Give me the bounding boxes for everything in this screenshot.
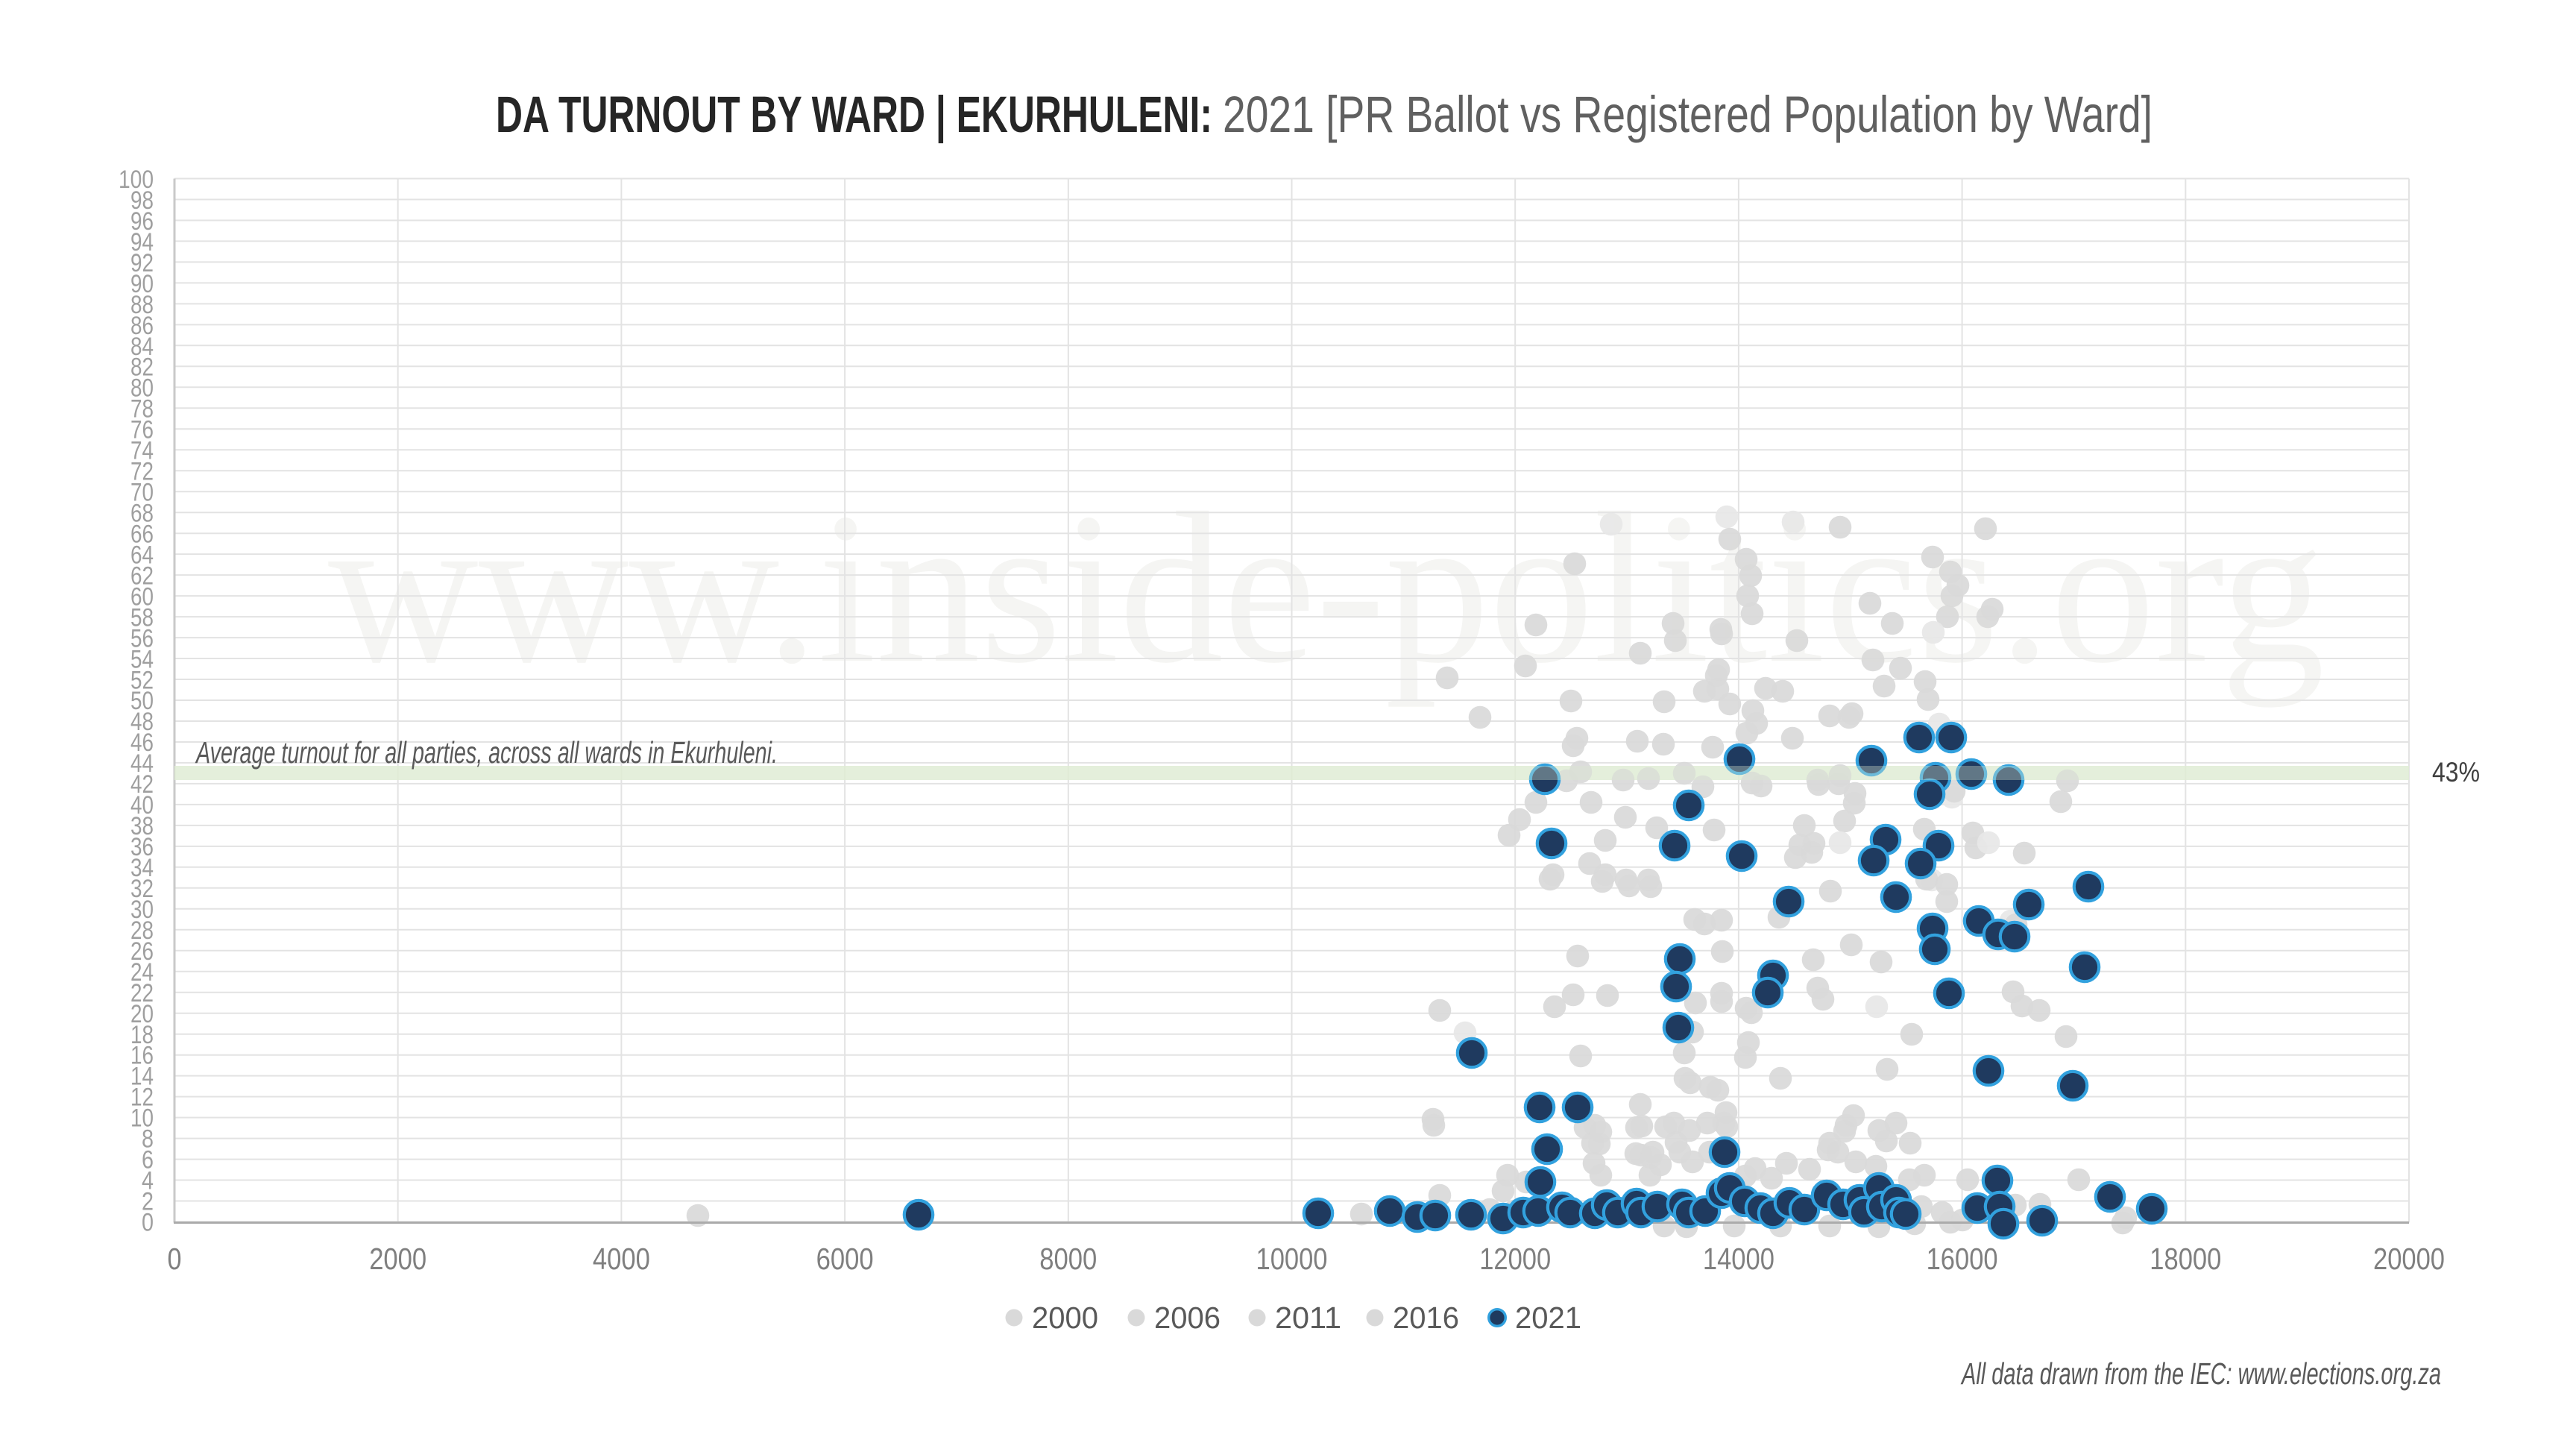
svg-text:96: 96 (130, 207, 154, 236)
svg-text:38: 38 (130, 812, 154, 840)
svg-text:60: 60 (130, 582, 154, 611)
svg-text:44: 44 (130, 749, 154, 778)
svg-text:All data drawn from the IEC: w: All data drawn from the IEC: www.electio… (1960, 1356, 2441, 1391)
svg-text:56: 56 (130, 624, 154, 653)
svg-text:50: 50 (130, 687, 154, 715)
svg-text:4000: 4000 (593, 1242, 650, 1276)
svg-text:6000: 6000 (816, 1242, 874, 1276)
svg-text:32: 32 (130, 875, 154, 903)
svg-text:86: 86 (130, 312, 154, 340)
svg-text:18: 18 (130, 1021, 154, 1049)
svg-text:90: 90 (130, 270, 154, 298)
svg-text:80: 80 (130, 374, 154, 403)
svg-text:8000: 8000 (1039, 1242, 1097, 1276)
svg-text:10: 10 (130, 1104, 154, 1133)
svg-text:2000: 2000 (1032, 1301, 1098, 1335)
svg-text:2021 [PR Ballot vs Registered: 2021 [PR Ballot vs Registered Population… (1223, 86, 2153, 143)
svg-text:14: 14 (130, 1063, 154, 1091)
svg-text:18000: 18000 (2150, 1242, 2221, 1276)
svg-text:2000: 2000 (369, 1242, 426, 1276)
svg-text:34: 34 (130, 854, 154, 882)
svg-text:72: 72 (130, 458, 154, 486)
svg-text:70: 70 (130, 479, 154, 507)
svg-text:14000: 14000 (1703, 1242, 1774, 1276)
svg-text:40: 40 (130, 791, 154, 820)
svg-text:6: 6 (142, 1146, 154, 1175)
svg-text:12000: 12000 (1479, 1242, 1551, 1276)
svg-text:64: 64 (130, 541, 154, 570)
svg-text:88: 88 (130, 291, 154, 319)
svg-text:62: 62 (130, 562, 154, 590)
svg-text:30: 30 (130, 896, 154, 924)
svg-text:DA TURNOUT BY WARD | EKURHULEN: DA TURNOUT BY WARD | EKURHULENI: (496, 86, 1212, 144)
svg-text:94: 94 (130, 228, 154, 257)
svg-text:42: 42 (130, 770, 154, 799)
svg-text:48: 48 (130, 708, 154, 736)
svg-text:4: 4 (142, 1167, 154, 1195)
svg-text:24: 24 (130, 958, 154, 987)
svg-text:78: 78 (130, 395, 154, 424)
svg-text:8: 8 (142, 1125, 154, 1154)
svg-text:22: 22 (130, 979, 154, 1007)
svg-text:100: 100 (119, 166, 154, 194)
svg-text:74: 74 (130, 437, 154, 465)
svg-text:www.inside-politics.org: www.inside-politics.org (328, 468, 2325, 708)
svg-text:76: 76 (130, 416, 154, 444)
svg-text:58: 58 (130, 603, 154, 632)
svg-text:2011: 2011 (1275, 1301, 1341, 1335)
svg-text:2006: 2006 (1154, 1301, 1221, 1335)
svg-text:2: 2 (142, 1188, 154, 1216)
svg-text:Average turnout for all partie: Average turnout for all parties, across … (195, 735, 778, 770)
svg-text:28: 28 (130, 916, 154, 945)
svg-text:20: 20 (130, 1000, 154, 1028)
svg-text:84: 84 (130, 333, 154, 361)
svg-text:20000: 20000 (2373, 1242, 2445, 1276)
svg-text:82: 82 (130, 353, 154, 382)
svg-text:0: 0 (168, 1242, 182, 1276)
svg-text:66: 66 (130, 521, 154, 549)
svg-text:12: 12 (130, 1084, 154, 1112)
svg-text:54: 54 (130, 645, 154, 673)
svg-text:10000: 10000 (1256, 1242, 1328, 1276)
svg-text:16: 16 (130, 1042, 154, 1070)
svg-text:92: 92 (130, 249, 154, 277)
svg-text:2021: 2021 (1515, 1301, 1581, 1335)
svg-text:0: 0 (142, 1209, 154, 1237)
svg-text:68: 68 (130, 500, 154, 528)
svg-text:36: 36 (130, 833, 154, 861)
svg-text:52: 52 (130, 666, 154, 694)
svg-text:46: 46 (130, 729, 154, 757)
svg-text:43%: 43% (2432, 757, 2480, 787)
svg-text:98: 98 (130, 186, 154, 215)
svg-text:2016: 2016 (1393, 1301, 1459, 1335)
svg-text:16000: 16000 (1927, 1242, 1998, 1276)
svg-text:26: 26 (130, 937, 154, 966)
